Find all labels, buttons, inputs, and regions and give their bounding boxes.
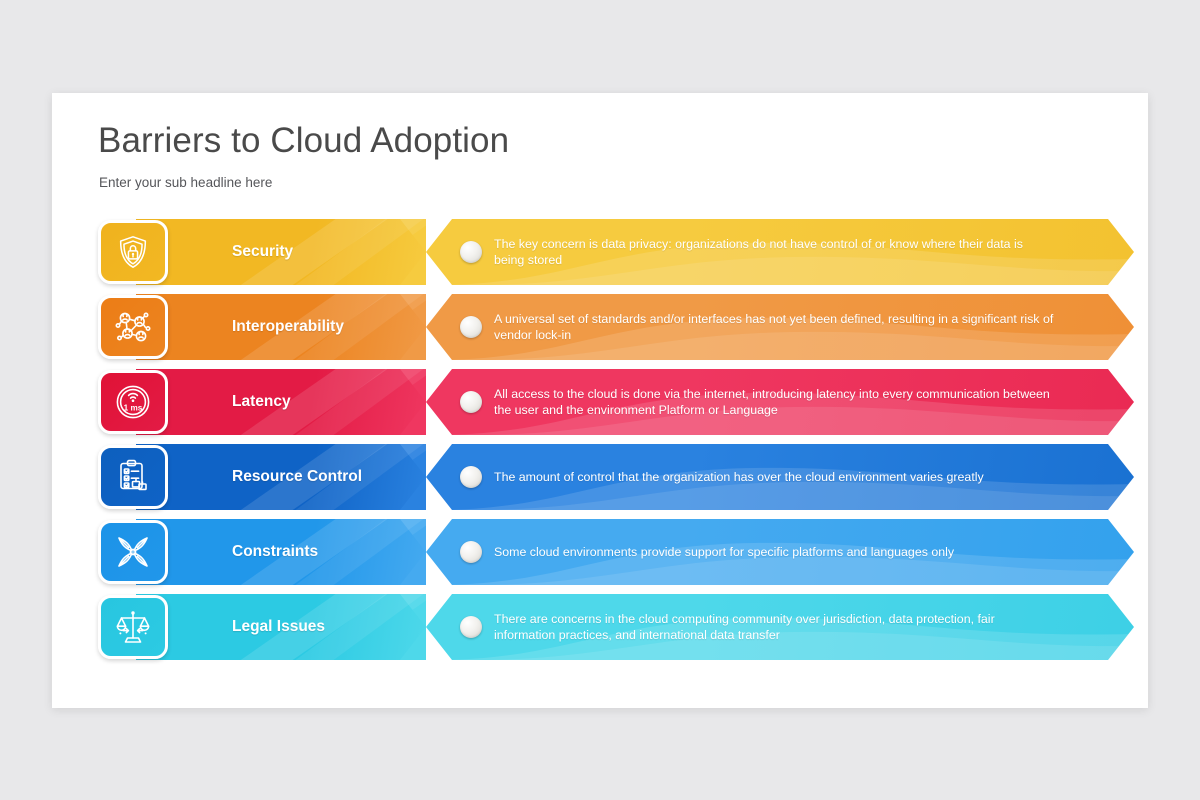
barriers-list: Security The key concern is data privacy:… [98, 219, 1134, 669]
barrier-band [136, 594, 1134, 660]
barrier-label: Resource Control [232, 468, 363, 485]
band-wave-overlay [136, 519, 1134, 585]
barrier-icon-tile[interactable] [98, 445, 168, 509]
band-wave-overlay [136, 369, 1134, 435]
barrier-row[interactable]: 1 ms Latency All access to the cloud is do… [98, 369, 1134, 435]
band-dark-decoration [136, 444, 1134, 510]
band-dark-segment [136, 294, 426, 360]
barrier-row[interactable]: Constraints Some cloud environments provi… [98, 519, 1134, 585]
barrier-label: Constraints [232, 543, 319, 560]
svg-text:1 ms: 1 ms [124, 403, 143, 412]
barrier-description: There are concerns in the cloud computin… [494, 611, 995, 643]
band-dark-decoration [136, 519, 1134, 585]
network-nodes-icon [113, 307, 153, 347]
latency-gauge-icon: 1 ms [113, 382, 153, 422]
band-dark-segment [136, 219, 426, 285]
barrier-description: A universal set of standards and/or inte… [494, 311, 1054, 343]
crossed-arrows-icon [113, 532, 153, 572]
band-dark-decoration [136, 219, 1134, 285]
band-wave-overlay [136, 594, 1134, 660]
page-subtitle: Enter your sub headline here [99, 175, 273, 190]
band-dark-decoration [136, 294, 1134, 360]
barrier-band [136, 294, 1134, 360]
band-wave-overlay [136, 444, 1134, 510]
barrier-icon-tile[interactable] [98, 595, 168, 659]
barrier-bullet-dot [460, 541, 482, 563]
barrier-label: Legal Issues [232, 618, 326, 635]
barrier-icon-tile[interactable] [98, 295, 168, 359]
balance-scales-icon [113, 607, 153, 647]
barrier-icon-tile[interactable]: 1 ms [98, 370, 168, 434]
band-dark-decoration [136, 594, 1134, 660]
slide-canvas: Barriers to Cloud Adoption Enter your su… [52, 93, 1148, 708]
barrier-row[interactable]: Resource Control The amount of control th… [98, 444, 1134, 510]
barrier-label: Security [232, 243, 294, 260]
barrier-bullet-dot [460, 316, 482, 338]
band-wave-overlay [136, 219, 1134, 285]
barrier-band [136, 444, 1134, 510]
band-dark-segment [136, 519, 426, 585]
barrier-icon-tile[interactable] [98, 520, 168, 584]
band-dark-segment [136, 594, 426, 660]
barrier-band [136, 519, 1134, 585]
clipboard-checklist-icon [113, 457, 153, 497]
barrier-row[interactable]: Interoperability A universal set of stand… [98, 294, 1134, 360]
barrier-label: Interoperability [232, 318, 344, 335]
barrier-label: Latency [232, 393, 291, 410]
barrier-icon-tile[interactable] [98, 220, 168, 284]
barrier-bullet-dot [460, 466, 482, 488]
barrier-band [136, 369, 1134, 435]
barrier-band [136, 219, 1134, 285]
band-wave-overlay [136, 294, 1134, 360]
page-title: Barriers to Cloud Adoption [98, 121, 510, 160]
barrier-description: The amount of control that the organizat… [494, 469, 984, 484]
barrier-bullet-dot [460, 391, 482, 413]
band-dark-decoration [136, 369, 1134, 435]
shield-lock-icon [114, 233, 152, 271]
barrier-bullet-dot [460, 241, 482, 263]
band-dark-segment [136, 369, 426, 435]
band-dark-segment [136, 444, 426, 510]
barrier-description: The key concern is data privacy: organiz… [494, 236, 1023, 268]
barrier-row[interactable]: Legal Issues There are concerns in the cl… [98, 594, 1134, 660]
barrier-row[interactable]: Security The key concern is data privacy:… [98, 219, 1134, 285]
barrier-description: Some cloud environments provide support … [494, 544, 955, 559]
barrier-bullet-dot [460, 616, 482, 638]
barrier-description: All access to the cloud is done via the … [494, 386, 1050, 418]
